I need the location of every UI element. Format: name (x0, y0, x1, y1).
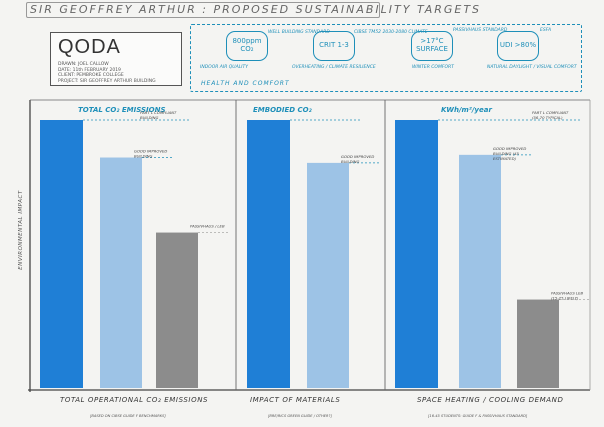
y-axis-label: ENVIRONMENTAL IMPACT (18, 190, 24, 270)
panel-x-label: TOTAL OPERATIONAL CO₂ EMISSIONS (60, 396, 208, 404)
bar (40, 120, 83, 388)
bar-label: GOOD IMPROVED BUILDING (45 ESTIMATED) (493, 146, 526, 161)
target-winter-comfort-note: PASSIVHAUS STANDARD (453, 28, 508, 33)
bar (395, 120, 438, 388)
bar (247, 120, 290, 388)
bar (459, 154, 501, 388)
client: CLIENT: PEMBROKE COLLEGE (58, 73, 124, 78)
target-overheating-note: CIBSE TM52 2030-2080 CLIMATE (354, 30, 428, 35)
target-air-quality-note: WELL BUILDING STANDARD (268, 30, 330, 35)
target-overheating-caption: OVERHEATING / CLIMATE RESILIENCE (292, 65, 376, 70)
target-winter-comfort-caption: WINTER COMFORT (412, 65, 454, 70)
bar (517, 299, 559, 388)
target-winter-comfort: >17°C SURFACE (411, 31, 453, 61)
panel-header: EMBODIED CO₂ (253, 106, 313, 114)
bar-label: GOOD IMPROVED BUILDING (341, 154, 374, 164)
title-frame (26, 2, 380, 18)
project-name: PROJECT: SIR GEOFFREY ARTHUR BUILDING (58, 78, 156, 84)
targets-frame (190, 24, 582, 92)
panel-header: KWh/m²/year (441, 106, 492, 114)
bar (100, 157, 142, 388)
company-logo: QODA (58, 36, 121, 58)
panel-x-label: SPACE HEATING / COOLING DEMAND (417, 396, 563, 404)
bar-label: PART L COMPLIANT BUILDING (140, 110, 177, 120)
bar-label: PART L COMPLIANT (56-70 TYPICAL) (532, 110, 569, 120)
target-air-quality: 800ppm CO₂ (226, 31, 268, 61)
target-daylight-note: ESFA (540, 28, 552, 33)
bar-label: PASSIVHAUS LEB (15-25 LIKELY) (551, 291, 583, 301)
bar (307, 162, 349, 388)
target-air-quality-caption: INDOOR AIR QUALITY (200, 65, 249, 70)
panel-footnote: [16-45 STUDENTS: GUIDE F & PASSIVHAUS ST… (428, 414, 528, 418)
target-daylight: UDI >80% (497, 31, 539, 61)
bar (156, 232, 198, 388)
targets-heading: HEALTH AND COMFORT (201, 80, 290, 87)
panel-footnote: [BRE/RICS GREEN GUIDE / OTHER?] (268, 414, 332, 418)
panel-x-label: IMPACT OF MATERIALS (250, 396, 340, 404)
project-info-box: QODA DRAWN: JOEL CALLOW DATE: 11th FEBRU… (50, 32, 182, 86)
bar-label: PASSIVHAUS / LEB (190, 224, 225, 229)
target-overheating: CRIT 1-3 (313, 31, 355, 61)
page-title: SIR GEOFFREY ARTHUR : PROPOSED SUSTAINAB… (30, 3, 482, 16)
panel-footnote: [BASED ON CIBSE GUIDE F BENCHMARKS] (90, 414, 166, 418)
target-daylight-caption: NATURAL DAYLIGHT / VISUAL COMFORT (487, 65, 577, 70)
bar-label: GOOD IMPROVED BUILDING (134, 149, 167, 159)
panel-header: TOTAL CO₂ EMISSIONS (78, 106, 166, 114)
drawn-by: DRAWN: JOEL CALLOW (58, 62, 109, 67)
date: DATE: 11th FEBRUARY 2019 (58, 67, 121, 73)
